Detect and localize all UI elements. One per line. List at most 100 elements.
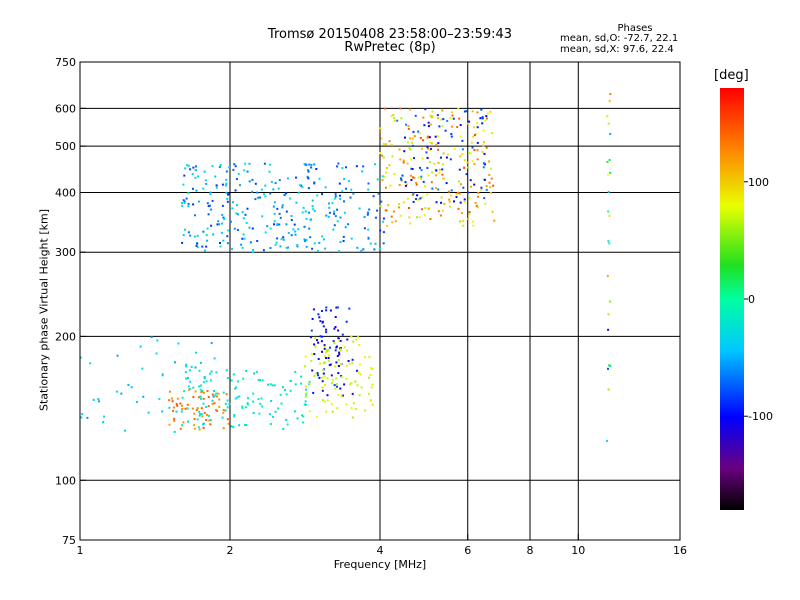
data-point	[216, 395, 218, 398]
data-point	[344, 226, 347, 229]
data-point	[358, 363, 361, 366]
data-point	[336, 385, 338, 388]
data-point	[311, 205, 314, 208]
data-point	[386, 224, 389, 227]
data-point	[304, 355, 307, 358]
data-point	[487, 112, 489, 115]
data-point	[304, 210, 307, 213]
data-point	[607, 367, 609, 370]
data-point	[368, 392, 370, 395]
data-point	[350, 188, 353, 191]
data-point	[334, 193, 337, 196]
data-point	[324, 361, 327, 364]
data-point	[343, 383, 346, 386]
data-point	[481, 122, 484, 125]
data-point	[293, 410, 296, 413]
data-point	[199, 412, 201, 415]
data-point	[248, 162, 251, 165]
data-point	[189, 380, 192, 383]
data-point	[218, 398, 221, 401]
grid-lines	[80, 62, 680, 540]
data-point	[313, 374, 316, 377]
data-point	[308, 211, 310, 214]
data-point	[273, 223, 275, 226]
data-point	[316, 194, 319, 197]
data-point	[481, 117, 484, 120]
data-point	[241, 237, 244, 240]
data-point	[308, 163, 311, 166]
data-point	[342, 235, 345, 238]
data-point	[259, 196, 262, 199]
data-point	[202, 391, 205, 394]
data-point	[314, 372, 317, 375]
data-point	[173, 430, 176, 433]
data-point	[244, 213, 247, 216]
data-point	[212, 233, 215, 236]
data-point	[337, 337, 340, 340]
data-point	[608, 242, 611, 245]
data-point	[236, 229, 239, 231]
y-tick-label: 750	[55, 56, 76, 69]
data-point	[476, 158, 479, 161]
data-point	[285, 418, 288, 421]
data-point	[324, 400, 326, 403]
data-point	[300, 375, 302, 378]
data-point	[211, 393, 214, 396]
data-point	[259, 402, 262, 405]
data-point	[359, 373, 362, 376]
data-point	[445, 156, 448, 159]
data-point	[440, 156, 442, 159]
data-point	[246, 207, 249, 210]
data-point	[414, 114, 417, 117]
data-point	[364, 409, 367, 412]
data-point	[209, 379, 212, 382]
data-point	[293, 223, 296, 226]
data-point	[333, 342, 336, 345]
data-point	[473, 162, 476, 165]
data-point	[322, 362, 325, 365]
data-point	[182, 234, 185, 237]
data-point	[221, 183, 224, 186]
data-point	[323, 344, 326, 347]
data-point	[379, 152, 382, 154]
data-point	[354, 338, 357, 341]
data-point	[207, 205, 210, 208]
data-point	[456, 126, 459, 128]
data-point	[241, 405, 244, 408]
data-point	[404, 184, 407, 187]
data-point	[179, 402, 182, 405]
data-point	[192, 386, 195, 389]
data-point	[405, 123, 407, 126]
data-point	[441, 109, 444, 112]
x-tick-label: 4	[377, 544, 384, 557]
data-point	[196, 407, 199, 410]
data-point	[477, 191, 480, 194]
data-point	[312, 308, 315, 311]
data-point	[295, 176, 297, 179]
data-point	[141, 367, 144, 370]
data-point	[206, 413, 208, 416]
data-point	[408, 146, 411, 149]
data-point	[211, 402, 214, 405]
data-point	[382, 231, 385, 234]
data-point	[435, 201, 438, 204]
data-point	[200, 391, 203, 393]
data-point	[280, 402, 283, 405]
data-point	[357, 371, 360, 374]
data-point	[168, 423, 171, 426]
data-point	[214, 175, 217, 178]
data-point	[451, 114, 454, 117]
data-point	[467, 166, 470, 169]
data-point	[161, 410, 164, 413]
data-point	[480, 108, 483, 111]
data-point	[103, 415, 105, 418]
data-point	[299, 184, 302, 187]
data-point	[328, 211, 331, 214]
data-point	[303, 365, 306, 368]
data-point	[351, 416, 354, 419]
data-point	[339, 197, 342, 200]
data-point	[350, 335, 353, 338]
data-point	[448, 200, 451, 203]
data-point	[407, 127, 410, 130]
data-point	[394, 220, 397, 223]
